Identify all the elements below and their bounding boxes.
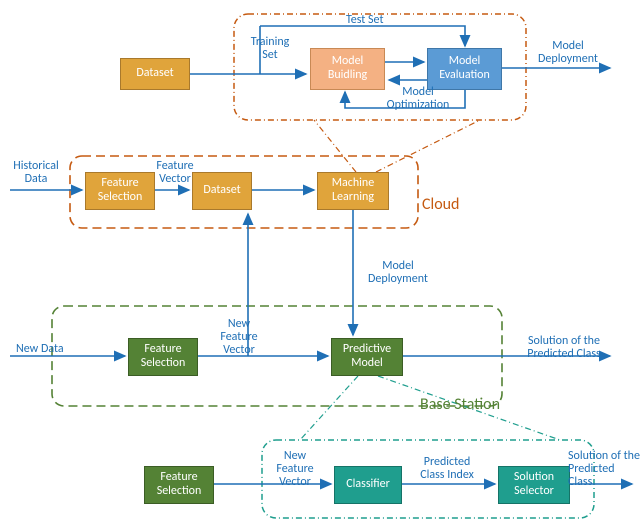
box-label: Model Evaluation: [430, 55, 499, 83]
label-feature-vector: Feature Vector: [152, 160, 198, 186]
box-label: Model Buidling: [313, 55, 382, 83]
label-predicted-class-idx: Predicted Class Index: [412, 456, 482, 482]
box-feature-selection-1: Feature Selection: [85, 172, 155, 210]
label-model-optimization: Model Optimization: [378, 86, 458, 112]
box-label: Classifier: [346, 478, 390, 492]
box-feature-selection-3: Feature Selection: [144, 466, 214, 504]
box-label: Machine Learning: [320, 177, 386, 205]
box-label: Predictive Model: [334, 343, 400, 371]
label-cloud: Cloud: [422, 196, 459, 214]
box-dataset-mid: Dataset: [192, 172, 252, 210]
label-training-set: Training Set: [245, 36, 295, 62]
label-solution-predicted: Solution of the Predicted Class: [516, 335, 612, 361]
box-model-building: Model Buidling: [310, 48, 385, 90]
label-base-station: Base Station: [420, 396, 500, 414]
label-historical-data: Historical Data: [6, 160, 66, 186]
label-new-data: New Data: [16, 343, 64, 356]
label-new-feature-vector2: New Feature Vector: [270, 450, 320, 490]
label-test-set: Test Set: [346, 14, 383, 27]
box-classifier: Classifier: [334, 466, 402, 504]
label-solution-predicted2: Solution of the Predicted Class: [568, 450, 640, 490]
box-machine-learning: Machine Learning: [317, 172, 389, 210]
label-model-deployment: Model Deployment: [528, 40, 608, 66]
box-label: Dataset: [136, 67, 173, 81]
box-label: Dataset: [203, 184, 240, 198]
callout-pm-1: [300, 376, 358, 440]
label-model-deployment2: Model Deployment: [358, 260, 438, 286]
callout-ml-2: [376, 120, 480, 172]
box-model-evaluation: Model Evaluation: [427, 48, 502, 90]
callout-ml-1: [314, 120, 356, 172]
box-label: Feature Selection: [88, 177, 152, 205]
box-dataset-top: Dataset: [120, 58, 190, 90]
box-label: Solution Selector: [501, 471, 567, 499]
label-new-feature-vector: New Feature Vector: [214, 318, 264, 358]
box-feature-selection-2: Feature Selection: [128, 338, 198, 376]
box-label: Feature Selection: [147, 471, 211, 499]
box-solution-selector: Solution Selector: [498, 466, 570, 504]
box-label: Feature Selection: [131, 343, 195, 371]
box-predictive-model: Predictive Model: [331, 338, 403, 376]
